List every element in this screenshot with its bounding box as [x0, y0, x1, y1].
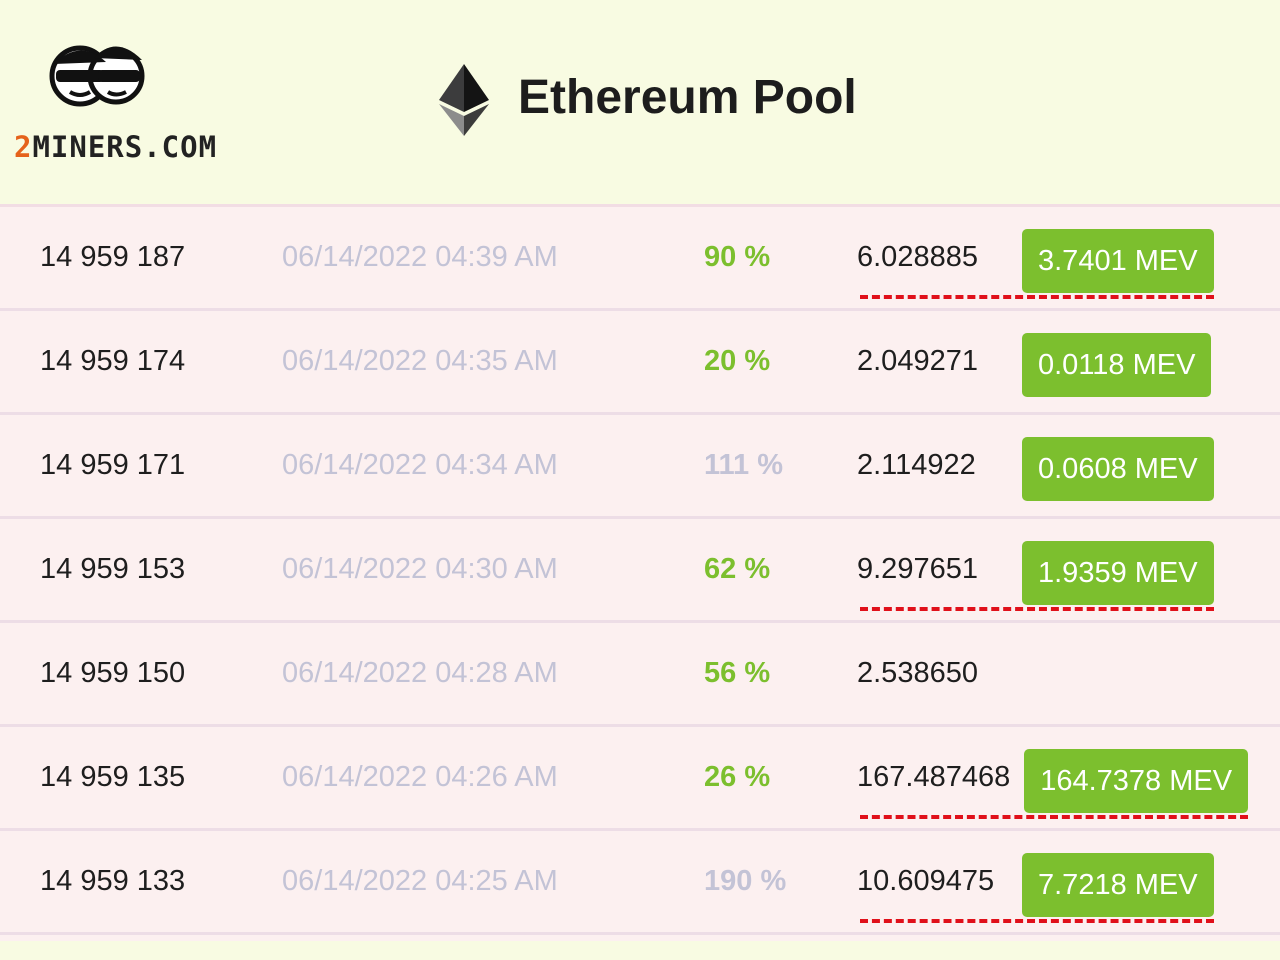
- blocks-table: 14 959 187 06/14/2022 04:39 AM 90 % 6.02888…: [0, 204, 1280, 941]
- table-row: 14 959 135 06/14/2022 04:26 AM 26 % 167.487…: [0, 727, 1280, 831]
- block-luck: 190 %: [704, 865, 787, 897]
- block-date: 06/14/2022 04:28 AM: [282, 657, 558, 689]
- mev-badge: 3.7401 MEV: [1022, 229, 1214, 293]
- block-luck: 56 %: [704, 657, 771, 689]
- eth-icon: [439, 64, 489, 136]
- block-date: 06/14/2022 04:34 AM: [282, 449, 558, 481]
- block-date: 06/14/2022 04:39 AM: [282, 241, 558, 273]
- page-title: Ethereum Pool: [518, 71, 857, 124]
- block-reward: 9.297651: [857, 553, 978, 585]
- block-number: 14 959 153: [40, 553, 186, 585]
- table-row: 14 959 174 06/14/2022 04:35 AM 20 % 2.04927…: [0, 311, 1280, 415]
- highlight-underline: [860, 919, 1214, 923]
- logo-digit: 2: [14, 130, 33, 164]
- logo-icon: [49, 45, 145, 107]
- block-date: 06/14/2022 04:35 AM: [282, 345, 558, 377]
- block-date: 06/14/2022 04:30 AM: [282, 553, 558, 585]
- block-number: 14 959 174: [40, 345, 186, 377]
- block-date: 06/14/2022 04:25 AM: [282, 865, 558, 897]
- block-reward: 167.487468: [857, 761, 1011, 793]
- highlight-underline: [860, 607, 1214, 611]
- block-reward: 2.538650: [857, 657, 978, 689]
- block-luck: 20 %: [704, 345, 771, 377]
- block-luck: 90 %: [704, 241, 771, 273]
- block-luck: 26 %: [704, 761, 771, 793]
- logo-name: MINERS.COM: [32, 130, 218, 164]
- block-number: 14 959 135: [40, 761, 186, 793]
- block-reward: 10.609475: [857, 865, 995, 897]
- highlight-underline: [860, 295, 1214, 299]
- mev-badge: 7.7218 MEV: [1022, 853, 1214, 917]
- table-row: 14 959 150 06/14/2022 04:28 AM 56 % 2.53865…: [0, 623, 1280, 727]
- mev-badge: 164.7378 MEV: [1024, 749, 1249, 813]
- block-reward: 2.114922: [857, 449, 976, 481]
- table-row: 14 959 153 06/14/2022 04:30 AM 62 % 9.29765…: [0, 519, 1280, 623]
- block-luck: 111 %: [704, 449, 784, 481]
- block-number: 14 959 187: [40, 241, 186, 273]
- block-number: 14 959 150: [40, 657, 186, 689]
- highlight-underline: [860, 815, 1249, 819]
- mev-badge: 1.9359 MEV: [1022, 541, 1214, 605]
- block-luck: 62 %: [704, 553, 771, 585]
- logo-text: 2MINERS.COM: [14, 130, 217, 164]
- block-number: 14 959 133: [40, 865, 186, 897]
- header: 2MINERS.COM Ethereum Pool: [0, 0, 1280, 204]
- mev-badge: 0.0118 MEV: [1022, 333, 1212, 397]
- block-number: 14 959 171: [40, 449, 186, 481]
- mev-badge: 0.0608 MEV: [1022, 437, 1214, 501]
- block-reward: 6.028885: [857, 241, 978, 273]
- block-reward: 2.049271: [857, 345, 978, 377]
- table-row: 14 959 171 06/14/2022 04:34 AM 111 % 2.1149…: [0, 415, 1280, 519]
- table-row: 14 959 133 06/14/2022 04:25 AM 190 % 10.609…: [0, 831, 1280, 935]
- block-date: 06/14/2022 04:26 AM: [282, 761, 558, 793]
- table-row: 14 959 187 06/14/2022 04:39 AM 90 % 6.02888…: [0, 207, 1280, 311]
